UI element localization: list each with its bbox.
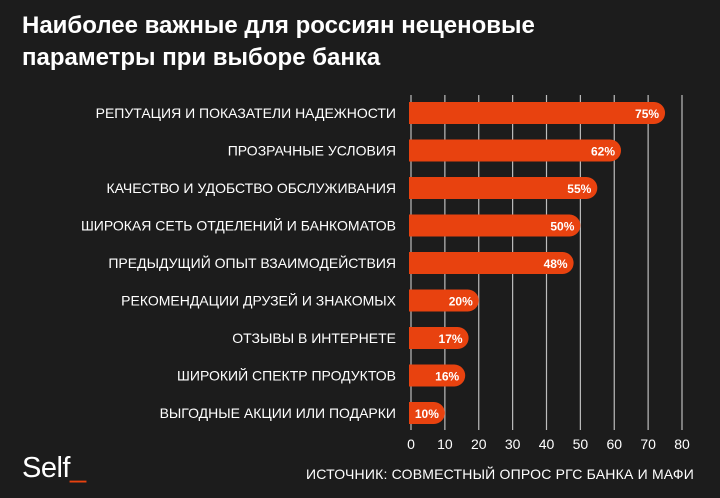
data-label: 20% (449, 295, 473, 309)
bar-base (409, 177, 431, 199)
bar-base (409, 327, 431, 349)
bar (409, 102, 666, 124)
category-label: ПРОЗРАЧНЫЕ УСЛОВИЯ (228, 143, 396, 159)
x-tick-label: 20 (471, 436, 487, 452)
data-label: 50% (550, 220, 574, 234)
data-label: 75% (635, 107, 659, 121)
category-label: ВЫГОДНЫЕ АКЦИИ ИЛИ ПОДАРКИ (160, 405, 396, 421)
bar-base (409, 289, 431, 312)
bar (409, 252, 574, 274)
chart-title-line-1: Наиболее важные для россиян неценовые (22, 12, 535, 39)
data-label: 48% (544, 257, 568, 271)
data-label: 62% (591, 145, 615, 159)
bar-base (409, 364, 431, 387)
x-tick-label: 30 (505, 436, 521, 452)
data-label: 55% (567, 182, 591, 196)
category-label: ОТЗЫВЫ В ИНТЕРНЕТЕ (232, 330, 396, 346)
bar-base (409, 214, 431, 237)
logo-cursor: _ (69, 452, 86, 484)
bar (409, 214, 581, 237)
chart-title: Наиболее важные для россиян неценовые па… (22, 10, 702, 74)
bar-base (409, 252, 431, 274)
x-tick-label: 10 (437, 436, 453, 452)
self-logo: Self_ (22, 452, 86, 485)
data-label: 16% (435, 370, 459, 384)
category-label: РЕКОМЕНДАЦИИ ДРУЗЕЙ И ЗНАКОМЫХ (121, 292, 397, 309)
data-label: 10% (415, 407, 439, 421)
category-label: ПРЕДЫДУЩИЙ ОПЫТ ВЗАИМОДЕЙСТВИЯ (108, 254, 396, 271)
bar-base (409, 402, 431, 424)
bar (409, 177, 598, 199)
bar-base (409, 139, 431, 162)
x-tick-label: 40 (539, 436, 555, 452)
x-tick-label: 60 (606, 436, 622, 452)
data-label: 17% (439, 332, 463, 346)
category-label: РЕПУТАЦИЯ И ПОКАЗАТЕЛИ НАДЕЖНОСТИ (96, 105, 396, 121)
x-tick-label: 50 (573, 436, 589, 452)
chart-title-line-2: параметры при выборе банка (22, 44, 381, 71)
x-tick-label: 80 (674, 436, 690, 452)
x-tick-label: 70 (640, 436, 656, 452)
category-label: ШИРОКАЯ СЕТЬ ОТДЕЛЕНИЙ И БАНКОМАТОВ (81, 217, 396, 234)
x-tick-label: 0 (407, 436, 415, 452)
bar-base (409, 102, 431, 124)
category-label: ШИРОКИЙ СПЕКТР ПРОДУКТОВ (177, 367, 396, 384)
bar (409, 139, 622, 162)
source-note: ИСТОЧНИК: СОВМЕСТНЫЙ ОПРОС РГС БАНКА И М… (305, 466, 694, 482)
category-label: КАЧЕСТВО И УДОБСТВО ОБСЛУЖИВАНИЯ (106, 180, 396, 196)
logo-text: Self (22, 452, 70, 484)
